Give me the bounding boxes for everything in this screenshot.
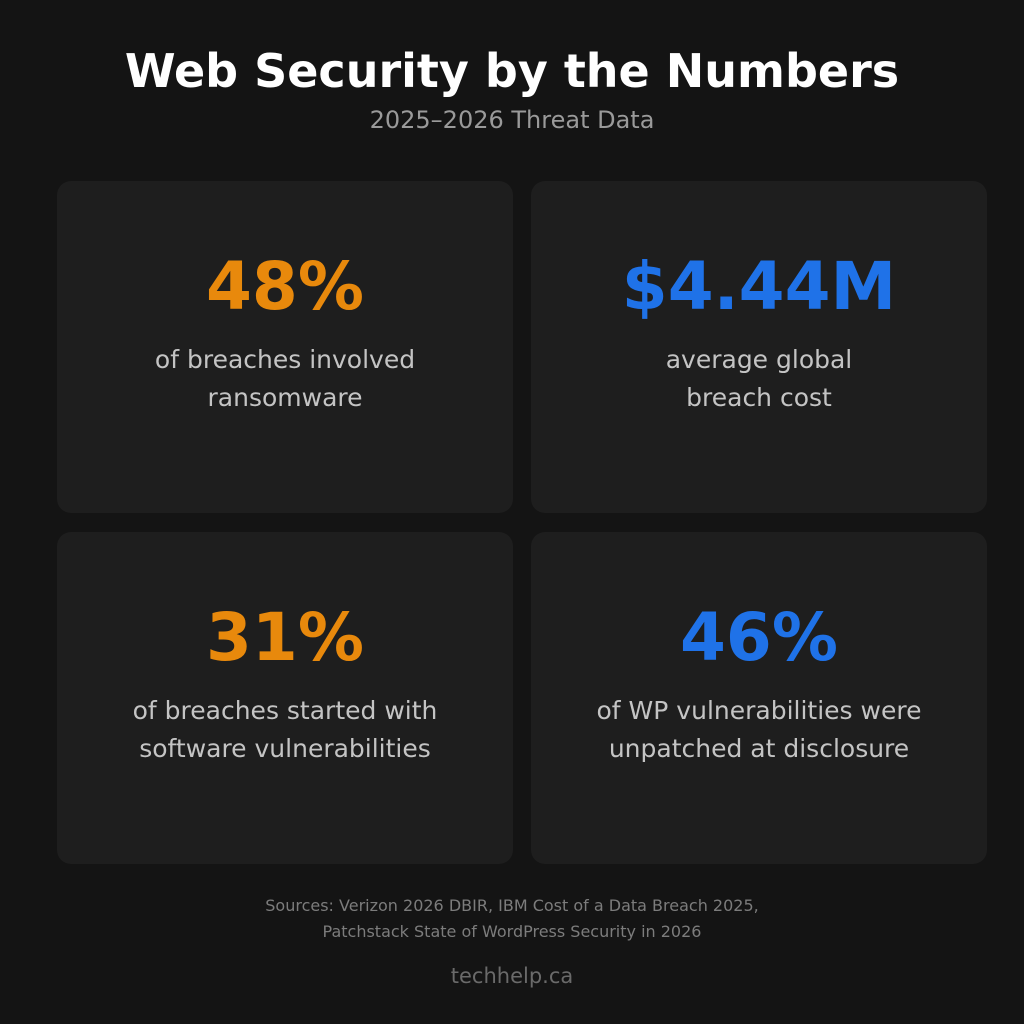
sources-note: Sources: Verizon 2026 DBIR, IBM Cost of … [0, 893, 1024, 945]
stat-description-line: of breaches started with [132, 696, 438, 725]
stat-card-breach-cost: $4.44M average global breach cost [531, 181, 987, 513]
stat-value: $4.44M [621, 248, 897, 325]
stat-description-line: of breaches involved [154, 345, 416, 374]
stat-description-line: ransomware [207, 383, 363, 412]
stat-description: of WP vulnerabilities were unpatched at … [531, 692, 987, 768]
stat-description-line: unpatched at disclosure [608, 734, 910, 763]
stat-description: of breaches started with software vulner… [57, 692, 513, 768]
brand-link[interactable]: techhelp.ca [450, 964, 574, 988]
stat-value: 48% [206, 248, 364, 325]
stat-description-line: software vulnerabilities [139, 734, 431, 763]
stat-description: average global breach cost [531, 341, 987, 417]
stat-description-line: of WP vulnerabilities were [596, 696, 922, 725]
stat-card-ransomware: 48% of breaches involved ransomware [57, 181, 513, 513]
page-subtitle: 2025–2026 Threat Data [369, 106, 655, 134]
sources-line: Sources: Verizon 2026 DBIR, IBM Cost of … [265, 896, 759, 915]
page-title: Web Security by the Numbers [124, 44, 900, 98]
stat-description: of breaches involved ransomware [57, 341, 513, 417]
stat-description-line: breach cost [686, 383, 832, 412]
sources-line: Patchstack State of WordPress Security i… [322, 922, 702, 941]
stat-value: 46% [680, 599, 838, 676]
stat-card-wp-unpatched: 46% of WP vulnerabilities were unpatched… [531, 532, 987, 864]
stat-description-line: average global [665, 345, 853, 374]
stat-value: 31% [206, 599, 364, 676]
stat-card-software-vulnerabilities: 31% of breaches started with software vu… [57, 532, 513, 864]
